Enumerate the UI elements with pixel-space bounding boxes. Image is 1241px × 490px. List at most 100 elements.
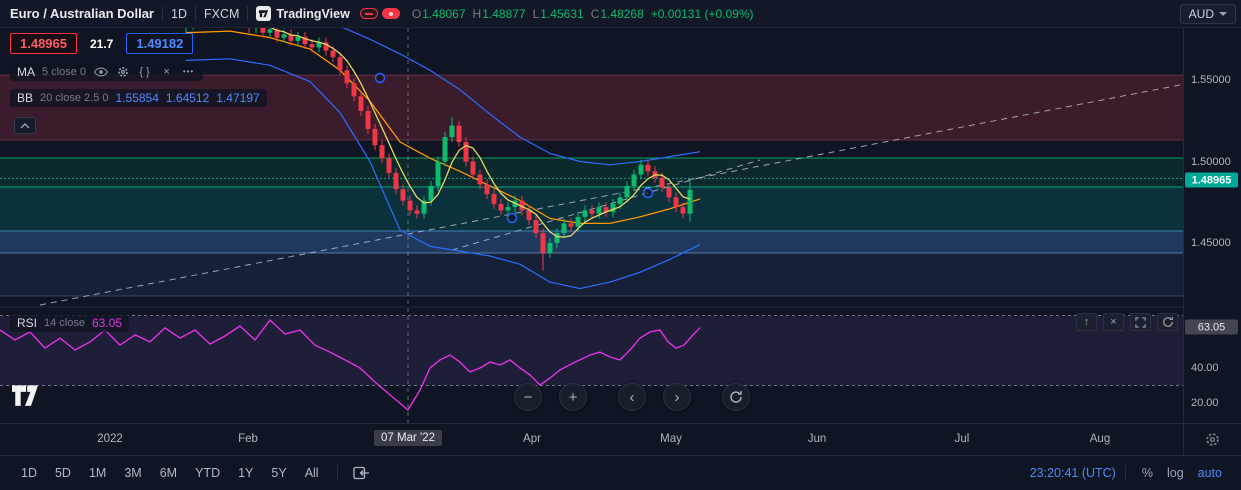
bb-basis-value: 1.55854 — [115, 91, 159, 105]
reset-icon — [730, 391, 742, 403]
divider — [194, 6, 196, 21]
maximize-icon — [1135, 316, 1146, 328]
range-button[interactable]: 1D — [21, 466, 37, 480]
rsi-axis-label: 20.00 — [1191, 397, 1219, 409]
indicator-settings-button[interactable] — [115, 64, 130, 79]
gear-icon — [1206, 433, 1219, 446]
chevron-down-icon — [1219, 11, 1227, 16]
high-value: 1.48877 — [482, 6, 526, 21]
highlighted-date-label: 07 Mar '22 — [374, 430, 442, 446]
rsi-axis-label: 40.00 — [1191, 362, 1219, 374]
source-code-button[interactable]: { } — [139, 65, 150, 78]
alert-badges — [359, 8, 400, 19]
legend-ma: MA 5 close 0 { } × ••• — [10, 62, 204, 81]
bb-label: BB — [17, 91, 34, 105]
symbol-title[interactable]: Euro / Australian Dollar — [10, 6, 154, 21]
clock[interactable]: 23:20:41 (UTC) — [1029, 466, 1116, 480]
pane-more-button[interactable] — [1157, 313, 1178, 331]
open-label: O — [411, 6, 422, 21]
go-to-date-button[interactable] — [347, 463, 376, 483]
divider — [336, 465, 338, 481]
rsi-pane-controls: ↑ × — [1076, 313, 1178, 331]
tradingview-logo-icon — [256, 6, 272, 21]
circular-arrow-icon — [1162, 316, 1173, 327]
price-axis-label: 1.45000 — [1191, 237, 1231, 249]
time-axis-label: May — [660, 433, 682, 445]
pane-close-button[interactable]: × — [1103, 313, 1124, 331]
buy-price-button[interactable]: 1.49182 — [126, 33, 194, 54]
rsi-label: RSI — [17, 316, 38, 330]
gear-icon — [117, 66, 128, 77]
time-axis-label: Jul — [954, 433, 970, 445]
rsi-params: 14 close — [44, 317, 85, 329]
low-value: 1.45631 — [540, 6, 584, 21]
time-axis-label: Aug — [1089, 433, 1111, 445]
reset-chart-button[interactable] — [722, 383, 750, 411]
bid-ask-widget: 1.48965 21.7 1.49182 — [10, 33, 194, 54]
collapse-legend-button[interactable] — [14, 117, 36, 134]
price-chart[interactable] — [0, 28, 1183, 423]
scroll-left-button[interactable]: ‹ — [618, 383, 646, 411]
remove-indicator-button[interactable]: × — [163, 65, 170, 78]
tradingview-brand[interactable]: TradingView — [256, 6, 350, 21]
log-scale-button[interactable]: log — [1166, 466, 1184, 480]
current-price-label: 1.48965 — [1185, 172, 1238, 188]
price-axis[interactable]: 1.55000 1.50000 1.45000 1.48965 63.05 40… — [1183, 28, 1241, 423]
time-axis-label: Jun — [807, 433, 827, 445]
high-label: H — [472, 6, 482, 21]
footer-right-group: 23:20:41 (UTC) % log auto — [1030, 463, 1229, 483]
more-options-button[interactable]: ••• — [182, 67, 195, 76]
zoom-out-button[interactable]: − — [514, 383, 542, 411]
range-button[interactable]: 6M — [159, 466, 178, 480]
scroll-right-button[interactable]: › — [663, 383, 691, 411]
range-button[interactable]: 5D — [54, 466, 71, 480]
tradingview-watermark-logo[interactable] — [10, 381, 40, 412]
divider — [162, 6, 163, 21]
bb-upper-value: 1.64512 — [165, 91, 210, 105]
zoom-in-button[interactable]: + — [559, 383, 587, 411]
ma-label: MA — [17, 64, 35, 79]
time-axis[interactable]: 2022 Feb 07 Mar '22 Apr May Jun Jul Aug — [0, 423, 1183, 455]
legend-bb: BB 20 close 2.5 0 1.55854 1.64512 1.4719… — [10, 89, 267, 107]
chart-nav-controls: − + ‹ › — [514, 383, 750, 411]
time-axis-label: 2022 — [97, 433, 123, 445]
range-button[interactable]: 3M — [124, 466, 142, 480]
bottom-toolbar: 1D 5D 1M 3M 6M YTD 1Y 5Y All 23:20:41 (U… — [0, 455, 1241, 490]
currency-selector[interactable]: AUD — [1179, 3, 1236, 24]
divider — [247, 6, 249, 21]
eye-icon — [93, 66, 108, 77]
range-button[interactable]: 1M — [88, 466, 107, 480]
red-record-badge[interactable] — [381, 8, 400, 19]
exchange-label: FXCM — [203, 6, 240, 21]
range-button[interactable]: YTD — [195, 466, 221, 480]
time-axis-label: Feb — [238, 433, 258, 445]
bb-params: 20 close 2.5 0 — [40, 92, 109, 104]
open-value: 1.48067 — [422, 6, 466, 21]
bb-lower-value: 1.47197 — [216, 91, 260, 105]
header-toolbar: Euro / Australian Dollar 1D FXCM Trading… — [0, 0, 1241, 28]
currency-label: AUD — [1188, 6, 1214, 21]
pane-maximize-button[interactable] — [1130, 313, 1151, 331]
ma-params: 5 close 0 — [42, 65, 87, 78]
low-label: L — [532, 6, 540, 21]
chart-settings-button[interactable] — [1183, 423, 1241, 455]
range-button[interactable]: 1Y — [238, 466, 254, 480]
close-label: C — [590, 6, 600, 21]
go-to-date-icon — [352, 466, 369, 480]
ohlc-readout: O 1.48067 H 1.48877 L 1.45631 C 1.48268 +0.0… — [412, 7, 754, 21]
range-button[interactable]: All — [304, 466, 319, 480]
sell-price-button[interactable]: 1.48965 — [10, 33, 77, 54]
rsi-value: 63.05 — [92, 316, 123, 330]
spread-label: 21.7 — [85, 34, 119, 53]
price-axis-label: 1.50000 — [1191, 156, 1231, 168]
red-dash-badge[interactable] — [359, 8, 378, 19]
close-value: 1.48268 — [600, 6, 644, 21]
percent-scale-button[interactable]: % — [1141, 466, 1153, 480]
timeframe-button[interactable]: 1D — [171, 6, 187, 21]
visibility-toggle-button[interactable] — [93, 64, 108, 79]
auto-scale-button[interactable]: auto — [1197, 466, 1222, 480]
change-value: +0.00131 (+0.09%) — [650, 6, 754, 21]
pane-move-up-button[interactable]: ↑ — [1076, 313, 1097, 331]
range-button[interactable]: 5Y — [271, 466, 287, 480]
